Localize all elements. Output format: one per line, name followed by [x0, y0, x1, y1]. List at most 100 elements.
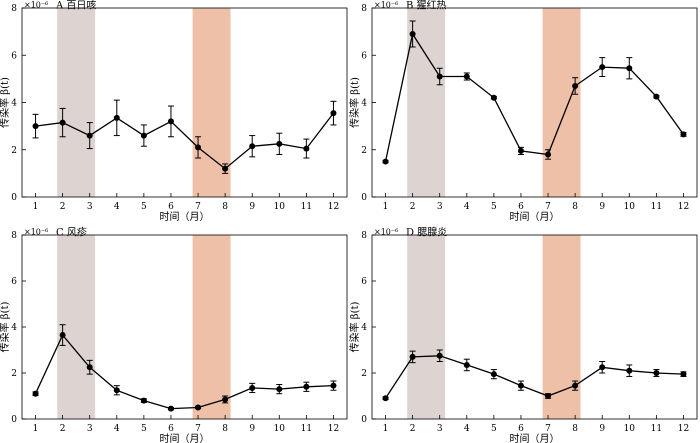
data-point — [436, 73, 443, 80]
x-tick-label: 9 — [599, 202, 605, 212]
data-point — [140, 132, 147, 139]
data-point — [436, 352, 443, 359]
x-tick-label: 11 — [651, 202, 662, 212]
panel-title: C 风疹 — [56, 226, 87, 239]
x-axis-title: 时间（月） — [510, 210, 560, 223]
x-tick-label: 4 — [464, 202, 470, 212]
y-tick-label: 4 — [11, 323, 17, 333]
x-tick-label: 5 — [491, 424, 497, 434]
data-point — [249, 143, 256, 150]
x-tick-label: 6 — [168, 424, 174, 434]
y-tick-label: 0 — [11, 193, 17, 203]
x-tick-label: 8 — [572, 202, 578, 212]
x-tick-label: 11 — [301, 202, 312, 212]
data-point — [32, 123, 39, 130]
y-tick-label: 8 — [361, 231, 367, 241]
data-point — [195, 144, 202, 151]
y-axis-title: 传染率 β(t) — [0, 77, 11, 128]
x-tick-label: 10 — [624, 424, 636, 434]
data-point — [653, 370, 660, 376]
x-tick-label: 2 — [410, 424, 416, 434]
x-tick-label: 5 — [491, 202, 497, 212]
x-tick-label: 7 — [195, 424, 201, 434]
data-point — [626, 65, 633, 72]
data-point — [86, 132, 93, 139]
data-point — [409, 30, 416, 37]
data-point — [59, 119, 66, 126]
data-point — [545, 393, 552, 399]
x-tick-label: 6 — [518, 424, 524, 434]
x-tick-label: 7 — [545, 424, 551, 434]
y-axis-title: 传染率 β(t) — [0, 302, 11, 353]
x-tick-label: 3 — [87, 202, 93, 212]
data-point — [490, 94, 497, 101]
y-tick-label: 8 — [11, 231, 17, 241]
x-tick-label: 7 — [545, 202, 551, 212]
x-tick-label: 7 — [195, 202, 201, 212]
data-point — [382, 158, 389, 165]
data-point — [167, 405, 174, 412]
x-tick-label: 12 — [678, 202, 689, 212]
y-tick-label: 2 — [11, 369, 17, 379]
x-tick-label: 8 — [222, 202, 228, 212]
panel-title: A 百日咳 — [55, 0, 96, 12]
panel-title: B 猩红热 — [406, 0, 447, 12]
y-tick-label: 2 — [11, 146, 17, 156]
y-tick-label: 4 — [11, 99, 17, 109]
y-tick-label: 6 — [361, 277, 367, 287]
x-tick-label: 4 — [464, 424, 470, 434]
y-tick-label: 0 — [361, 415, 367, 425]
y-tick-label: 6 — [11, 277, 17, 287]
x-tick-label: 6 — [518, 202, 524, 212]
data-point — [330, 382, 337, 389]
y-tick-label: 8 — [361, 4, 367, 14]
data-point — [167, 118, 174, 125]
x-tick-label: 5 — [141, 202, 147, 212]
data-point — [222, 396, 229, 403]
y-multiplier: ×10⁻⁶ — [24, 228, 48, 237]
y-tick-label: 8 — [11, 4, 17, 14]
data-point — [463, 73, 470, 80]
x-tick-label: 10 — [624, 202, 636, 212]
data-point — [680, 131, 687, 138]
x-tick-label: 9 — [249, 424, 255, 434]
y-multiplier: ×10⁻⁶ — [374, 1, 398, 10]
data-point — [222, 165, 229, 172]
x-tick-label: 8 — [572, 424, 578, 434]
x-tick-label: 1 — [33, 424, 39, 434]
series-line — [384, 32, 685, 162]
shaded-band — [407, 8, 446, 197]
x-tick-label: 12 — [678, 424, 689, 434]
data-point — [32, 390, 39, 397]
x-tick-label: 10 — [274, 202, 286, 212]
x-tick-label: 11 — [651, 424, 662, 434]
data-point — [517, 147, 524, 154]
x-tick-label: 1 — [383, 202, 389, 212]
shaded-band — [192, 235, 231, 419]
data-point — [303, 145, 310, 152]
data-point — [599, 364, 606, 371]
data-point — [249, 384, 256, 391]
data-point — [463, 361, 470, 368]
x-tick-label: 12 — [328, 202, 339, 212]
x-tick-label: 1 — [33, 202, 39, 212]
data-point — [545, 151, 552, 158]
y-axis-title: 传染率 β(t) — [348, 302, 361, 353]
shaded-band — [57, 235, 96, 419]
x-tick-label: 8 — [222, 424, 228, 434]
y-multiplier: ×10⁻⁶ — [374, 228, 398, 237]
x-tick-label: 3 — [437, 424, 443, 434]
y-tick-label: 4 — [361, 99, 367, 109]
shaded-band — [57, 8, 96, 197]
y-tick-label: 6 — [361, 51, 367, 61]
y-tick-label: 0 — [11, 415, 17, 425]
x-tick-label: 4 — [114, 202, 120, 212]
shaded-band — [542, 8, 581, 197]
y-multiplier: ×10⁻⁶ — [24, 1, 48, 10]
data-point — [680, 371, 687, 378]
x-tick-label: 1 — [383, 424, 389, 434]
